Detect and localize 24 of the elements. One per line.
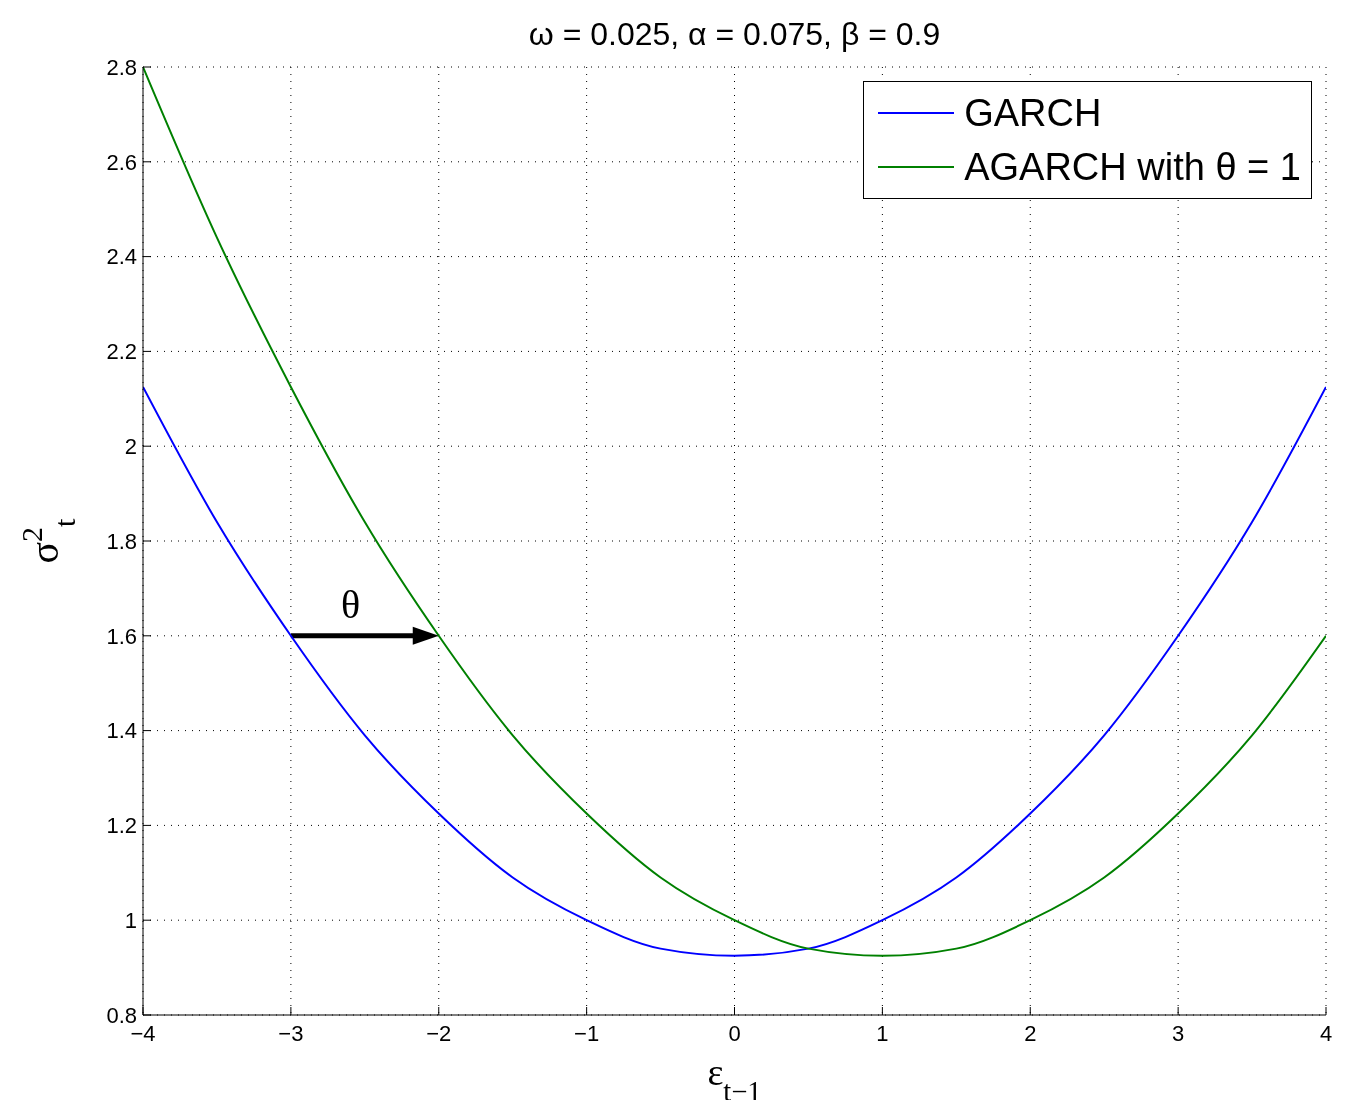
y-tick-label: 2.6 <box>106 149 137 175</box>
annotation: θ <box>340 581 361 627</box>
x-tick-label: 1 <box>876 1020 889 1046</box>
y-tick-label: 1.6 <box>106 623 137 649</box>
y-tick-label: 1.2 <box>106 813 137 839</box>
x-tick-label: −3 <box>278 1020 304 1046</box>
y-tick-label: 1 <box>124 908 137 934</box>
y-tick-label: 2.4 <box>106 244 137 270</box>
x-tick-label: −1 <box>574 1020 600 1046</box>
y-tick-label: 2.8 <box>106 54 137 80</box>
y-tick-label: 2 <box>124 434 137 460</box>
y-tick-label: 2.2 <box>106 339 137 365</box>
x-tick-label: 0 <box>728 1020 741 1046</box>
x-tick-label: 2 <box>1024 1020 1037 1046</box>
x-tick-label: 4 <box>1319 1020 1333 1046</box>
x-tick-label: 3 <box>1172 1020 1185 1046</box>
legend-label: AGARCH with θ = 1 <box>964 145 1301 189</box>
y-tick-label: 1.8 <box>106 528 137 554</box>
legend-label: GARCH <box>964 91 1102 135</box>
line-series <box>143 385 1326 957</box>
x-tick-label: −2 <box>426 1020 452 1046</box>
chart-title: ω = 0.025, α = 0.075, β = 0.9 <box>528 16 941 52</box>
x-axis-title: ε$_{t−1}$ <box>707 1051 762 1107</box>
y-tick-label: 1.4 <box>106 718 137 744</box>
